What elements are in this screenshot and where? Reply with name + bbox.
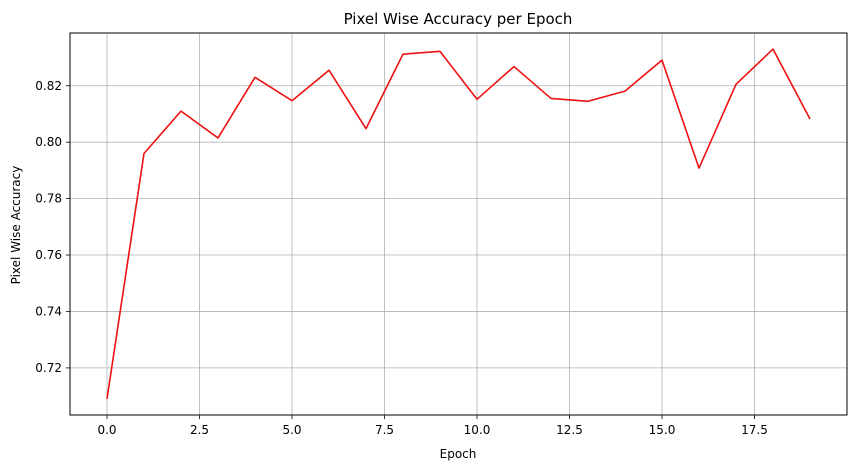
y-tick-label: 0.74 bbox=[35, 304, 62, 318]
y-axis: 0.72 0.74 0.76 0.78 0.80 0.82 bbox=[35, 79, 70, 375]
y-tick-label: 0.78 bbox=[35, 192, 62, 206]
x-axis: 0.0 2.5 5.0 7.5 10.0 12.5 15.0 17.5 bbox=[97, 415, 768, 437]
x-tick-label: 15.0 bbox=[649, 423, 676, 437]
x-tick-label: 5.0 bbox=[282, 423, 301, 437]
x-tick-label: 12.5 bbox=[556, 423, 583, 437]
grid bbox=[70, 33, 847, 415]
y-tick-label: 0.72 bbox=[35, 361, 62, 375]
y-tick-label: 0.76 bbox=[35, 248, 62, 262]
axes-frame bbox=[69, 32, 848, 416]
x-tick-label: 17.5 bbox=[741, 423, 768, 437]
x-tick-label: 10.0 bbox=[464, 423, 491, 437]
y-tick-label: 0.80 bbox=[35, 135, 62, 149]
x-tick-label: 7.5 bbox=[375, 423, 394, 437]
x-tick-label: 0.0 bbox=[97, 423, 116, 437]
series-line bbox=[106, 48, 811, 400]
y-tick-label: 0.82 bbox=[35, 79, 62, 93]
chart-title: Pixel Wise Accuracy per Epoch bbox=[344, 10, 573, 28]
x-tick-label: 2.5 bbox=[190, 423, 209, 437]
y-axis-label: Pixel Wise Accuracy bbox=[9, 166, 23, 285]
x-axis-label: Epoch bbox=[440, 447, 477, 461]
plot-area bbox=[106, 48, 811, 400]
